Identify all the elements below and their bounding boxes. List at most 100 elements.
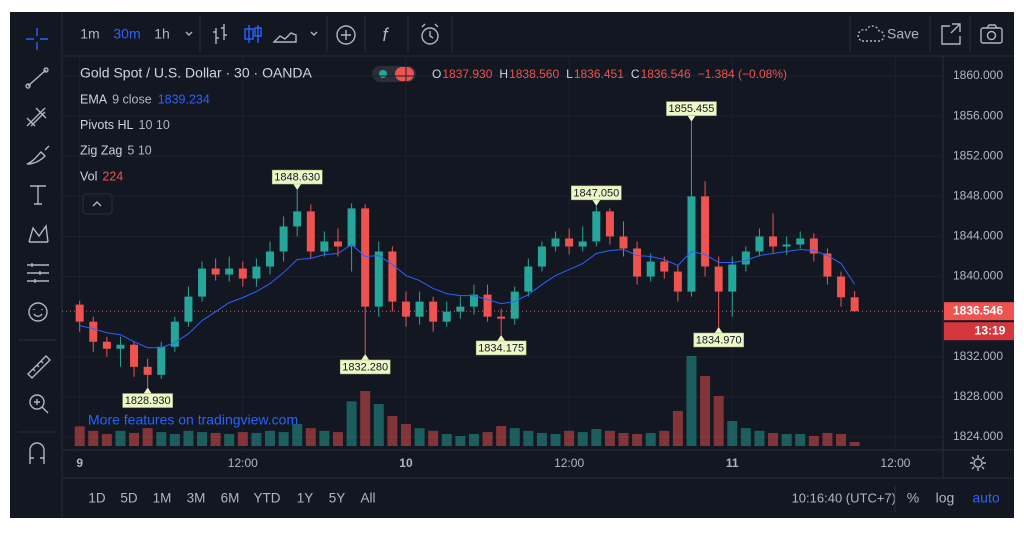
candle-body [388,251,397,302]
pivot-label-box [693,332,744,348]
candle-style-icon[interactable] [244,25,262,43]
candle-body [184,296,193,322]
compare-button[interactable] [336,25,356,45]
volume-bar [251,432,262,446]
indicator-name[interactable]: Pivots HL [80,118,134,132]
pivot-label-box [666,101,717,116]
candle-body [469,294,478,307]
indicator-value: 1839.234 [158,92,210,106]
save-button[interactable]: Save [887,26,919,42]
interval-button[interactable]: 30m [113,26,140,42]
pivot-label: 1834.175 [478,342,524,354]
candle-body [102,341,111,349]
countdown-box [944,322,1014,341]
chart-style-dropdown[interactable] [310,31,318,36]
range-button[interactable]: 1M [153,491,172,506]
settings-icon[interactable] [970,455,986,471]
volume-bar [224,434,235,446]
candle-body [687,196,696,292]
volume-bar [441,434,452,446]
range-button[interactable]: YTD [254,491,281,506]
alert-button[interactable] [421,23,439,45]
candle-body [225,268,234,275]
indicators-icon[interactable]: f [382,25,389,45]
y-tick-label: 1832.000 [953,349,1003,363]
range-button[interactable]: 5Y [329,491,346,506]
interval-dropdown[interactable] [185,31,193,36]
volume-bar [332,432,343,446]
visibility-toggle[interactable] [372,66,416,82]
scale-button[interactable]: log [936,490,955,506]
interval-button[interactable]: 1h [154,26,170,42]
candle-body [728,264,737,292]
volume-bar [210,432,221,446]
candle-body [306,211,315,252]
candle-body [578,241,587,247]
candle-body [361,208,370,307]
candle-body [497,316,506,319]
candle-body [741,251,750,265]
volume-bar [836,434,847,446]
indicator-value: 224 [102,169,123,183]
candle-body [646,261,655,277]
candle-body [660,261,669,272]
volume-bar [591,429,602,446]
scale-button[interactable]: % [907,490,919,506]
candle-body [266,251,275,267]
volume-bar [686,356,697,446]
volume-bar [197,432,208,446]
indicator-params: 9 close [112,92,152,106]
range-button[interactable]: 1Y [297,491,314,506]
volume-bar [305,428,316,446]
volume-bar [604,430,615,446]
candle-body [510,291,519,319]
volume-bar [482,432,493,446]
ohlc-value: 1837.930 [442,67,492,81]
last-price-label: 1836.546 [953,303,1003,317]
volume-bar [360,391,371,446]
ohlc-key: H [499,67,508,81]
area-style-icon[interactable] [272,32,297,43]
candle-body [701,196,710,267]
bar-style-icon[interactable] [213,24,227,44]
watermark[interactable]: More features on tradingview.com [88,412,298,428]
candle-body [143,366,152,375]
pivot-pointer [497,334,506,341]
pivot-label: 1847.050 [573,187,619,199]
volume-bar [618,432,629,446]
indicator-name[interactable]: EMA [80,92,108,106]
left-toolbar-icons[interactable] [25,28,51,464]
pivot-label-box [571,185,622,201]
countdown-label: 13:19 [975,323,1006,337]
candle-body [293,211,302,227]
scale-button[interactable]: auto [972,490,999,506]
y-tick-label: 1856.000 [953,108,1003,122]
range-button[interactable]: 1D [88,491,106,506]
last-price-box [944,302,1014,321]
range-button[interactable]: 5D [120,491,138,506]
ohlc-key: L [566,67,573,81]
range-button[interactable]: 6M [221,491,240,506]
range-button[interactable]: 3M [187,491,206,506]
collapse-legend-button[interactable] [82,193,113,215]
candle-body [442,311,451,322]
indicator-name[interactable]: Zig Zag [80,144,122,158]
volume-bar [768,432,779,446]
screenshot-icon[interactable] [980,24,1003,44]
ohlc-key: O [432,67,441,81]
interval-button[interactable]: 1m [80,26,99,42]
volume-bar [428,430,439,446]
candle-body [673,271,682,292]
volume-bar [278,432,289,446]
cloud-icon[interactable] [857,25,885,42]
indicator-name[interactable]: Vol [80,169,97,183]
range-button[interactable]: All [360,491,375,506]
fullscreen-icon[interactable] [941,23,961,45]
candle-body [619,236,628,249]
volume-bar [455,436,466,446]
candle-body [374,251,383,307]
ohlc-key: C [631,67,640,81]
candle-body [320,241,329,252]
y-tick-label: 1848.000 [953,189,1003,203]
